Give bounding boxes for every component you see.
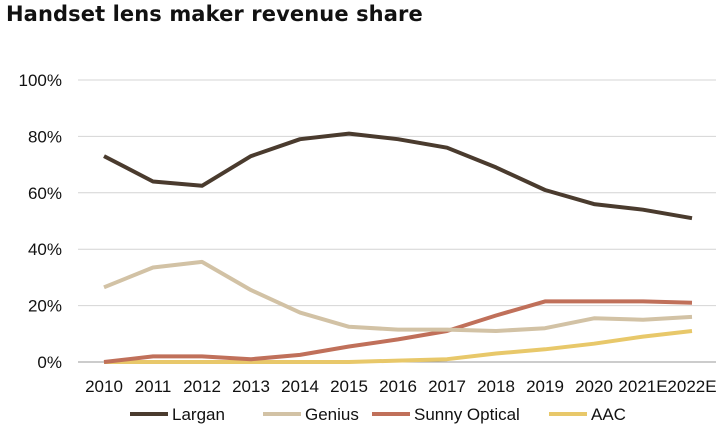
x-axis-tick-labels: 2010 2011 2012 2013 2014 2015 2016 2017 2018 2019… bbox=[85, 377, 717, 396]
chart-title: Handset lens maker revenue share bbox=[6, 2, 423, 26]
x-tick-label: 2011 bbox=[135, 377, 172, 396]
x-tick-label: 2010 bbox=[85, 377, 123, 396]
data-series bbox=[103, 131, 693, 364]
legend-item-genius: Genius bbox=[263, 405, 359, 424]
x-tick-label: 2012 bbox=[183, 377, 221, 396]
legend-label: Largan bbox=[172, 405, 225, 424]
series-line-largan bbox=[103, 131, 693, 221]
x-tick-label: 2020 bbox=[575, 377, 613, 396]
y-tick-label: 80% bbox=[28, 127, 62, 146]
legend-label: AAC bbox=[591, 405, 626, 424]
y-tick-label: 100% bbox=[19, 71, 62, 90]
y-tick-label: 60% bbox=[28, 184, 62, 203]
x-tick-label: 2014 bbox=[281, 377, 319, 396]
legend-item-sunny-optical: Sunny Optical bbox=[372, 405, 520, 424]
legend-label: Sunny Optical bbox=[414, 405, 520, 424]
x-tick-label: 2019 bbox=[526, 377, 564, 396]
y-tick-label: 20% bbox=[28, 297, 62, 316]
x-tick-label: 2015 bbox=[330, 377, 368, 396]
x-tick-label: 2021E bbox=[618, 377, 667, 396]
x-tick-label: 2017 bbox=[428, 377, 466, 396]
x-tick-label: 2022E bbox=[667, 377, 716, 396]
legend-item-aac: AAC bbox=[549, 405, 626, 424]
x-tick-label: 2013 bbox=[232, 377, 270, 396]
x-tick-label: 2018 bbox=[477, 377, 515, 396]
legend-label: Genius bbox=[305, 405, 359, 424]
legend: Largan Genius Sunny Optical AAC bbox=[130, 405, 626, 424]
series-line-sunny-optical bbox=[103, 299, 693, 364]
y-tick-label: 40% bbox=[28, 240, 62, 259]
series-line-genius bbox=[103, 259, 693, 333]
series-line-aac bbox=[104, 329, 693, 364]
y-tick-label: 0% bbox=[37, 353, 62, 372]
y-axis-tick-labels: 0% 20% 40% 60% 80% 100% bbox=[19, 71, 62, 372]
x-tick-label: 2016 bbox=[379, 377, 417, 396]
legend-item-largan: Largan bbox=[130, 405, 225, 424]
